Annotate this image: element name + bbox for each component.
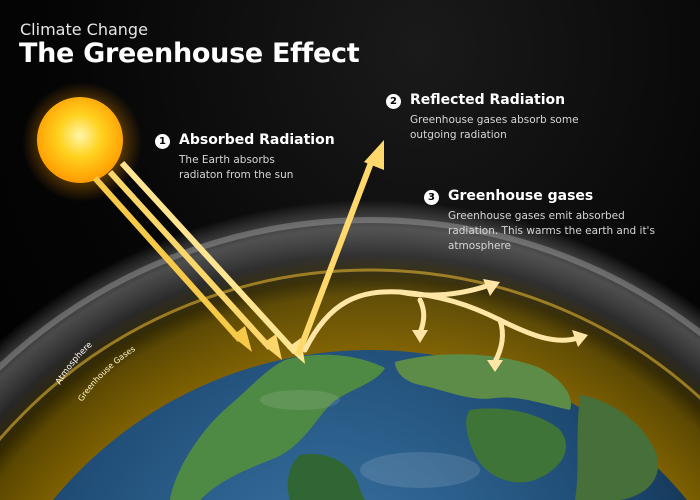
cloud-2 [260, 390, 340, 410]
atmosphere-ring [0, 217, 700, 371]
land-africa [170, 354, 385, 500]
emitted-head-down-2 [487, 360, 503, 372]
step-description: Greenhouse gases absorb some outgoing ra… [410, 114, 579, 141]
emitted-path-up [397, 282, 493, 298]
step-greenhouse-gases: 3 Greenhouse gases Greenhouse gases emit… [424, 188, 684, 254]
emitted-path-down-1 [417, 297, 427, 336]
sun-icon [37, 97, 123, 183]
step-number-badge: 2 [386, 94, 401, 109]
emitted-head-down-1 [412, 330, 428, 343]
land-asia [575, 395, 659, 500]
solar-ray-1 [92, 175, 243, 343]
step-description: The Earth absorbs radiaton from the sun [179, 154, 294, 181]
earth-globe [53, 350, 687, 500]
step-title: Reflected Radiation [410, 92, 566, 108]
step-number-badge: 1 [155, 134, 170, 149]
step-description: Greenhouse gases emit absorbed radiation… [448, 210, 655, 252]
reflected-ray-head [364, 140, 384, 170]
page-subtitle: Climate Change [20, 20, 148, 39]
land-mideast [466, 408, 566, 483]
solar-ray-3 [119, 160, 298, 355]
step-absorbed-radiation: 1 Absorbed Radiation The Earth absorbs r… [155, 132, 345, 183]
step-number-badge: 3 [424, 190, 439, 205]
step-title: Greenhouse gases [448, 188, 594, 204]
page-title: The Greenhouse Effect [19, 38, 360, 69]
cloud-1 [360, 452, 480, 488]
solar-ray-1-head [232, 326, 252, 352]
emitted-head-right [572, 330, 588, 347]
step-title: Absorbed Radiation [179, 132, 335, 148]
step-reflected-radiation: 2 Reflected Radiation Greenhouse gases a… [386, 92, 646, 143]
incoming-radiation [92, 160, 298, 355]
greenhouse-gas-ring [0, 268, 700, 442]
emitted-path-right [497, 317, 581, 343]
solar-ray-2 [107, 169, 273, 351]
land-central [287, 454, 365, 500]
reflected-ray [295, 158, 375, 357]
emitted-head-up [483, 279, 500, 296]
solar-ray-2-head [262, 334, 282, 360]
emitted-path-down-2 [492, 317, 505, 365]
land-europe [395, 354, 571, 410]
emitted-radiation [302, 282, 581, 365]
